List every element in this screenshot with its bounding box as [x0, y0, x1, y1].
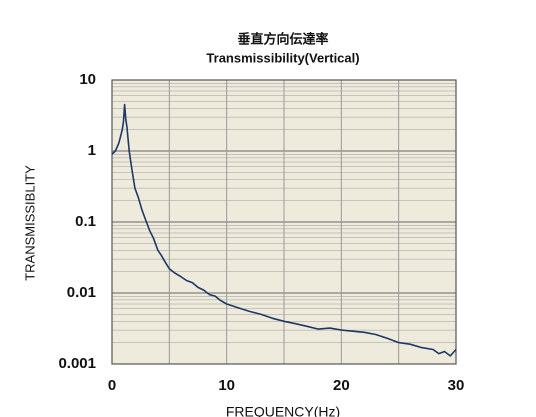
y-tick-label: 1: [88, 142, 96, 159]
y-tick-label: 0.001: [58, 355, 96, 372]
plot-border: [111, 79, 457, 365]
x-tick-label: 0: [108, 377, 116, 394]
y-axis-label: TRANSMISSIBLITY: [22, 165, 37, 281]
chart-title: 垂直方向伝達率: [237, 31, 328, 46]
x-tick-label: 30: [448, 377, 465, 394]
chart-subtitle: Transmissibility(Vertical): [206, 50, 359, 65]
x-axis-label: FREQUENCY(Hz): [226, 404, 340, 417]
y-tick-label: 0.01: [67, 284, 96, 301]
x-tick-label: 10: [218, 377, 235, 394]
x-tick-label: 20: [333, 377, 350, 394]
y-tick-label: 0.1: [75, 213, 96, 230]
data-line: [111, 103, 457, 357]
y-tick-label: 10: [79, 71, 96, 88]
